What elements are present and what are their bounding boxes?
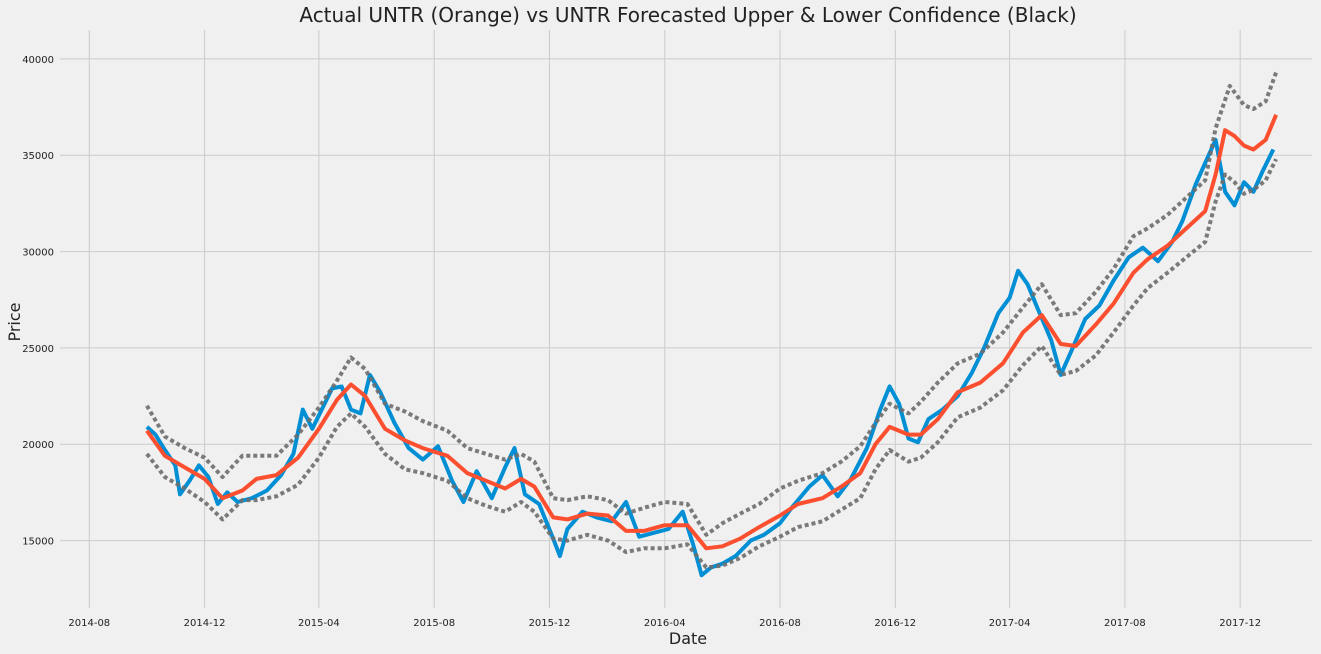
x-tick-label: 2014-08	[68, 618, 110, 629]
x-tick-label: 2016-04	[644, 618, 686, 629]
x-tick-label: 2017-04	[989, 618, 1031, 629]
series-line-actual	[145, 137, 1276, 578]
series-line-upper	[145, 71, 1278, 537]
series-group	[145, 71, 1278, 578]
y-tick-label: 15000	[22, 537, 54, 548]
y-tick-label: 35000	[22, 151, 54, 162]
y-tick-label: 20000	[22, 440, 54, 451]
chart-title: Actual UNTR (Orange) vs UNTR Forecasted …	[299, 3, 1076, 27]
x-tick-label: 2015-04	[298, 618, 340, 629]
y-tick-label: 40000	[22, 55, 54, 66]
y-axis-label: Price	[5, 302, 24, 341]
y-tick-label: 30000	[22, 248, 54, 259]
x-tick-label: 2016-08	[759, 618, 801, 629]
x-tick-label: 2015-08	[413, 618, 455, 629]
y-ticks: 15000 20000 25000 30000 35000 40000	[22, 55, 54, 548]
x-ticks: 2014-08 2014-12 2015-04 2015-08 2015-12 2016-…	[68, 618, 1261, 629]
x-tick-label: 2014-12	[184, 618, 226, 629]
x-tick-label: 2015-12	[529, 618, 571, 629]
x-tick-label: 2017-08	[1104, 618, 1146, 629]
x-tick-label: 2016-12	[874, 618, 916, 629]
x-axis-label: Date	[669, 629, 707, 648]
x-tick-label: 2017-12	[1219, 618, 1261, 629]
y-tick-label: 25000	[22, 344, 54, 355]
series-line-forecast	[145, 114, 1278, 551]
